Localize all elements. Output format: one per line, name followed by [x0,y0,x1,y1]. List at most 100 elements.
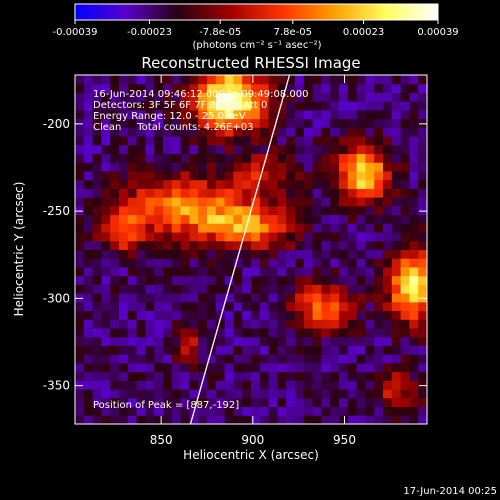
heatmap-cell [409,136,419,146]
heatmap-cell [251,380,261,390]
heatmap-cell [136,371,146,381]
heatmap-cell [163,205,173,216]
heatmap-cell [154,406,164,416]
heatmap-cell [365,92,375,102]
heatmap-cell [127,362,138,373]
heatmap-cell [171,240,182,250]
heatmap-cell [224,162,234,172]
heatmap-cell [383,275,393,285]
heatmap-cell [251,415,261,424]
heatmap-cell [312,75,322,85]
heatmap-cell [268,362,278,373]
heatmap-cell [92,275,102,285]
heatmap-cell [215,266,226,277]
heatmap-cell [409,205,419,216]
heatmap-cell [391,232,402,242]
heatmap-cell [286,380,296,390]
heatmap-cell [119,319,129,329]
heatmap-cell [171,362,182,373]
heatmap-cell [92,83,102,93]
heatmap-cell [75,266,85,277]
heatmap-cell [383,162,393,172]
heatmap-cell [295,232,305,242]
heatmap-cell [339,240,349,250]
heatmap-cell [339,136,349,146]
heatmap-cell [356,205,366,216]
heatmap-cell [145,232,155,242]
heatmap-cell [400,223,410,233]
heatmap-cell [374,266,384,277]
heatmap-cell [154,345,164,355]
heatmap-cell [207,371,217,381]
heatmap-cell [127,354,138,364]
heatmap-cell [321,75,331,85]
heatmap-cell [365,153,375,163]
heatmap-cell [286,118,296,128]
heatmap-cell [136,293,146,303]
heatmap-cell [259,319,270,329]
heatmap-cell [409,275,419,285]
heatmap-cell [277,380,287,390]
heatmap-cell [171,118,182,128]
heatmap-cell [171,205,182,216]
heatmap-cell [198,205,208,216]
heatmap-cell [391,258,402,268]
heatmap-cell [136,240,146,250]
heatmap-cell [119,406,129,416]
heatmap-cell [383,188,393,198]
heatmap-cell [145,328,155,338]
heatmap-cell [339,109,349,120]
heatmap-cell [268,240,278,250]
heatmap-cell [383,336,393,346]
heatmap-cell [409,109,419,120]
heatmap-cell [198,223,208,233]
heatmap-cell [312,197,322,207]
heatmap-cell [92,75,102,85]
heatmap-cell [189,319,199,329]
heatmap-cell [277,362,287,373]
heatmap-cell [356,328,366,338]
heatmap-cell [268,118,278,128]
heatmap-cell [409,406,419,416]
heatmap-cell [268,144,278,155]
heatmap-cell [339,258,349,268]
heatmap-cell [224,118,234,128]
heatmap-cell [101,188,111,198]
heatmap-cell [418,188,427,198]
heatmap-cell [330,319,340,329]
heatmap-cell [295,197,305,207]
heatmap-cell [189,354,199,364]
heatmap-cell [127,249,138,259]
heatmap-cell [127,92,138,102]
heatmap-cell [110,266,120,277]
heatmap-cell [286,223,296,233]
heatmap-cell [418,101,427,111]
heatmap-cell [154,310,164,320]
heatmap-cell [259,214,270,224]
heatmap-cell [163,310,173,320]
heatmap-cell [339,205,349,216]
heatmap-cell [409,389,419,399]
heatmap-cell [75,310,85,320]
heatmap-cell [154,214,164,224]
heatmap-cell [312,319,322,329]
heatmap-cell [207,136,217,146]
heatmap-cell [101,232,111,242]
heatmap-cell [198,179,208,189]
heatmap-cell [356,240,366,250]
heatmap-cell [145,389,155,399]
heatmap-cell [189,362,199,373]
heatmap-cell [127,371,138,381]
heatmap-cell [101,389,111,399]
heatmap-cell [180,197,190,207]
heatmap-cell [383,153,393,163]
heatmap-cell [391,336,402,346]
heatmap-cell [136,319,146,329]
heatmap-cell [374,188,384,198]
heatmap-cell [277,92,287,102]
heatmap-cell [207,214,217,224]
heatmap-cell [180,310,190,320]
heatmap-cell [251,284,261,294]
heatmap-cell [400,240,410,250]
heatmap-cell [92,118,102,128]
